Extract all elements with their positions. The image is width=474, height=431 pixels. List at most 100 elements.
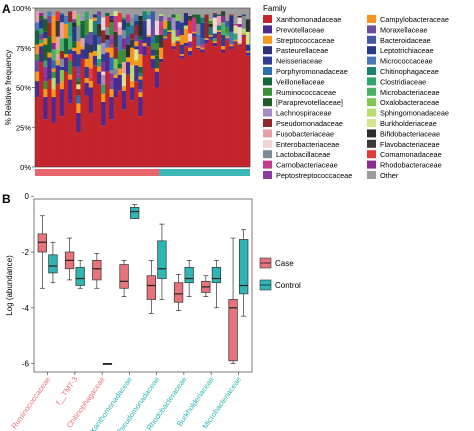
bar-segment-other — [121, 8, 127, 18]
bar-segment-family-17 — [47, 15, 52, 23]
bar-segment-family-15 — [167, 17, 172, 21]
legend-swatch — [367, 56, 376, 65]
bar-segment-family-20 — [117, 35, 123, 51]
bar-segment-streptococcaceae — [154, 68, 160, 72]
legend-swatch — [367, 15, 376, 23]
bar-segment-prevotellaceae — [72, 50, 77, 67]
bar-segment-xanthomonadaceae — [138, 116, 143, 167]
bar-segment-family-4 — [101, 54, 106, 63]
bar-segment-family-13 — [241, 15, 247, 29]
bar-segment-family-29 — [117, 12, 123, 23]
bar-segment-streptococcaceae — [233, 39, 238, 42]
bar-segment-family-7 — [154, 42, 160, 50]
bar-segment-other — [113, 8, 118, 12]
bar-segment-streptococcaceae — [125, 57, 131, 63]
bar-segment-prevotellaceae — [163, 38, 168, 40]
bar-segment-family-16 — [130, 47, 135, 51]
bar-segment-family-25 — [241, 28, 247, 34]
bar-segment-family-13 — [105, 27, 110, 36]
bar-segment-family-24 — [113, 58, 118, 69]
bar-segment-streptococcaceae — [80, 46, 85, 50]
bar-segment-xanthomonadaceae — [76, 132, 81, 167]
legend-label-case: Case — [275, 259, 294, 268]
bar-segment-family-17 — [134, 35, 139, 42]
bar-segment-family-16 — [63, 23, 69, 39]
legend-label-control: Control — [275, 281, 301, 290]
bar-segment-xanthomonadaceae — [130, 100, 135, 167]
legend-label: Moraxellaceae — [380, 25, 427, 34]
bar-segment-family-4 — [212, 33, 218, 39]
bar-segment-family-17 — [72, 19, 77, 23]
bar-segment-xanthomonadaceae — [212, 46, 218, 167]
bar-segment-prevotellaceae — [101, 101, 106, 126]
panel-a-y-tick-label: 50% — [16, 84, 31, 93]
bar-segment-family-14 — [192, 17, 197, 32]
bar-segment-streptococcaceae — [200, 47, 205, 50]
bar-segment-family-27 — [138, 20, 143, 37]
legend-label: Microbacteriaceae — [380, 88, 440, 97]
bar-segment-family-19 — [84, 42, 90, 59]
bar-segment-xanthomonadaceae — [179, 58, 185, 167]
bar-segment-xanthomonadaceae — [196, 49, 201, 168]
bar-segment-family-8 — [192, 14, 197, 18]
legend-swatch — [263, 15, 272, 23]
bar-segment-prevotellaceae — [167, 31, 172, 34]
bar-segment-family-15 — [76, 74, 81, 78]
bar-segment-family-12 — [187, 33, 193, 42]
bar-segment-family-28 — [113, 31, 118, 48]
bar-segment-family-30 — [121, 38, 127, 50]
bar-segment-family-14 — [233, 23, 238, 26]
bar-segment-family-8 — [43, 44, 48, 61]
box-body — [37, 233, 47, 253]
bar-segment-xanthomonadaceae — [229, 49, 234, 168]
bar-segment-family-10 — [134, 25, 139, 36]
bar-segment-xanthomonadaceae — [109, 119, 114, 167]
bar-segment-family-27 — [138, 15, 143, 21]
bar-segment-family-6 — [154, 55, 160, 61]
bar-segment-family-16 — [183, 28, 189, 42]
legend-swatch — [263, 139, 272, 148]
bar-segment-prevotellaceae — [146, 36, 152, 47]
legend-swatch — [367, 46, 376, 55]
legend-swatch — [263, 129, 272, 138]
bar-segment-family-21 — [163, 28, 168, 37]
bar-segment-family-25 — [159, 14, 164, 16]
bar-segment-family-4 — [84, 66, 90, 78]
bar-segment-family-28 — [187, 15, 193, 21]
bar-segment-other — [134, 8, 139, 15]
bar-segment-family-28 — [97, 23, 102, 37]
bar-segment-family-13 — [130, 17, 135, 26]
bar-segment-family-16 — [51, 68, 56, 72]
bar-segment-family-16 — [88, 52, 94, 69]
bar-segment-xanthomonadaceae — [200, 52, 205, 167]
bar-segment-family-24 — [208, 19, 214, 21]
bar-segment-family-21 — [216, 25, 222, 31]
bar-segment-other — [233, 8, 238, 24]
bar-segment-xanthomonadaceae — [105, 71, 110, 167]
panel-b-letter: B — [2, 192, 11, 206]
legend-label: Neisseriaceae — [276, 57, 322, 66]
bar-segment-family-16 — [51, 19, 56, 34]
bar-segment-xanthomonadaceae — [63, 71, 69, 167]
bar-segment-xanthomonadaceae — [125, 74, 131, 167]
bar-segment-family-19 — [43, 31, 48, 39]
legend-swatch — [263, 25, 272, 34]
bar-segment-family-20 — [146, 14, 152, 20]
bar-segment-xanthomonadaceae — [121, 109, 127, 167]
bar-segment-streptococcaceae — [212, 41, 218, 43]
bar-segment-family-8 — [154, 49, 160, 56]
bar-segment-family-12 — [101, 71, 106, 75]
bar-segment-streptococcaceae — [237, 42, 243, 45]
bar-segment-family-13 — [113, 68, 118, 75]
bar-segment-xanthomonadaceae — [163, 39, 168, 167]
bar-segment-streptococcaceae — [68, 74, 73, 80]
bar-segment-streptococcaceae — [146, 35, 152, 37]
bar-segment-xanthomonadaceae — [159, 62, 164, 168]
bar-segment-family-8 — [43, 19, 48, 32]
legend-label: Xanthomonadaceae — [276, 15, 341, 24]
bar-segment-family-5 — [76, 95, 81, 104]
bar-segment-family-16 — [138, 54, 143, 67]
bar-segment-family-10 — [47, 22, 52, 37]
bar-segment-family-14 — [159, 22, 164, 36]
legend-label: [Paraprevotellaceae] — [276, 98, 343, 107]
